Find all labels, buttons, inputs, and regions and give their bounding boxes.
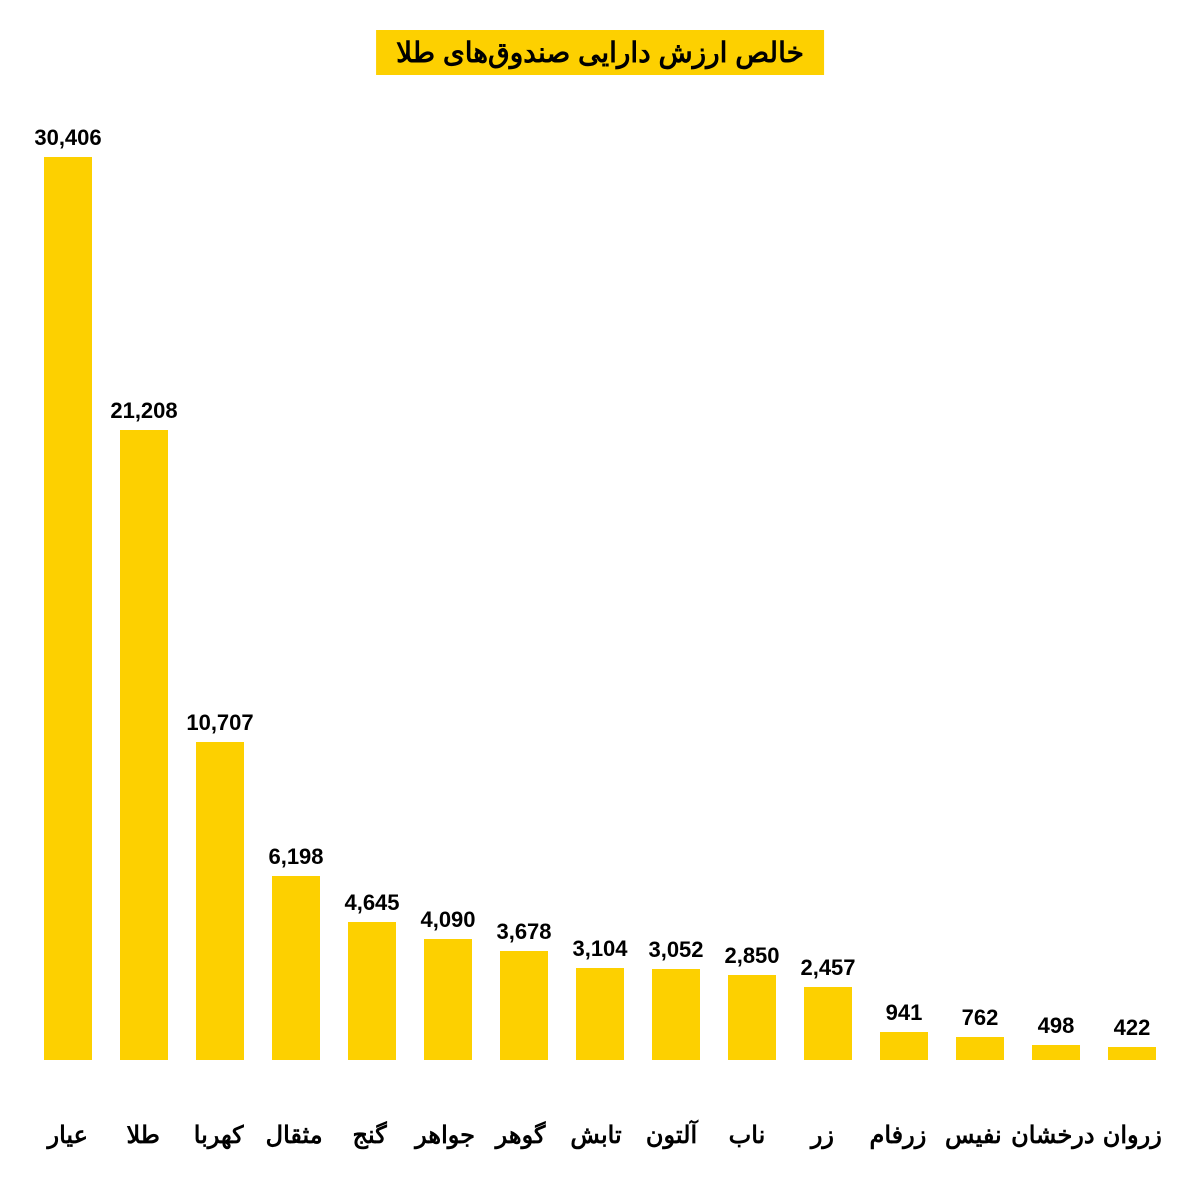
bar-value-label: 10,707	[186, 710, 253, 736]
category-label: زروان	[1095, 1121, 1170, 1150]
category-label: درخشان	[1011, 1121, 1094, 1150]
bar-slot: 3,104	[562, 110, 638, 1060]
bar	[956, 1037, 1003, 1060]
x-axis: عیارطلاکهربامثقالگنججواهرگوهرتابشآلتوننا…	[30, 1121, 1170, 1150]
category-label: مثقال	[256, 1121, 331, 1150]
bar	[196, 742, 243, 1060]
category-label: ناب	[709, 1121, 784, 1150]
bar-value-label: 941	[886, 1000, 923, 1026]
bar-slot: 10,707	[182, 110, 258, 1060]
category-label: گوهر	[483, 1121, 558, 1150]
bar-slot: 4,090	[410, 110, 486, 1060]
bar-slot: 4,645	[334, 110, 410, 1060]
bar-value-label: 21,208	[110, 398, 177, 424]
category-label: نفیس	[936, 1121, 1011, 1150]
category-label: تابش	[558, 1121, 633, 1150]
bar	[120, 430, 167, 1060]
category-label: آلتون	[634, 1121, 709, 1150]
bar-slot: 30,406	[30, 110, 106, 1060]
category-label: عیار	[30, 1121, 105, 1150]
category-label: کهربا	[181, 1121, 256, 1150]
bar-slot: 498	[1018, 110, 1094, 1060]
category-label: زرفام	[860, 1121, 935, 1150]
bar-value-label: 3,052	[648, 937, 703, 963]
category-label: گنج	[332, 1121, 407, 1150]
category-label: جواهر	[407, 1121, 482, 1150]
bar-value-label: 2,457	[800, 955, 855, 981]
bar-slot: 941	[866, 110, 942, 1060]
chart-title: خالص ارزش دارایی صندوق‌های طلا	[376, 30, 824, 75]
bar	[348, 922, 395, 1060]
bar-slot: 762	[942, 110, 1018, 1060]
bar-value-label: 2,850	[724, 943, 779, 969]
bar	[804, 987, 851, 1060]
bar-value-label: 4,645	[344, 890, 399, 916]
bar-value-label: 3,678	[496, 919, 551, 945]
bar	[1032, 1045, 1079, 1060]
gold-funds-nav-chart: خالص ارزش دارایی صندوق‌های طلا 30,406 21,…	[0, 0, 1200, 1200]
bar-value-label: 762	[962, 1005, 999, 1031]
bar-slot: 2,457	[790, 110, 866, 1060]
category-label: زر	[785, 1121, 860, 1150]
bar-value-label: 6,198	[268, 844, 323, 870]
bar-slot: 21,208	[106, 110, 182, 1060]
plot-area: 30,406 21,208 10,707 6,198 4,645 4,090 3,678 3,…	[30, 110, 1170, 1060]
bar	[652, 969, 699, 1060]
bar-value-label: 3,104	[572, 936, 627, 962]
bar-slot: 3,052	[638, 110, 714, 1060]
bar	[272, 876, 319, 1060]
bar	[728, 975, 775, 1060]
bar-value-label: 4,090	[420, 907, 475, 933]
bar-value-label: 498	[1038, 1013, 1075, 1039]
bar-slot: 422	[1094, 110, 1170, 1060]
bar	[424, 939, 471, 1060]
bar	[880, 1032, 927, 1060]
bar	[500, 951, 547, 1060]
bar-value-label: 30,406	[34, 125, 101, 151]
bar-slot: 2,850	[714, 110, 790, 1060]
bar	[1108, 1047, 1155, 1060]
bar-slot: 3,678	[486, 110, 562, 1060]
bar	[576, 968, 623, 1060]
bar-slot: 6,198	[258, 110, 334, 1060]
bar	[44, 157, 91, 1060]
bar-value-label: 422	[1114, 1015, 1151, 1041]
category-label: طلا	[105, 1121, 180, 1150]
